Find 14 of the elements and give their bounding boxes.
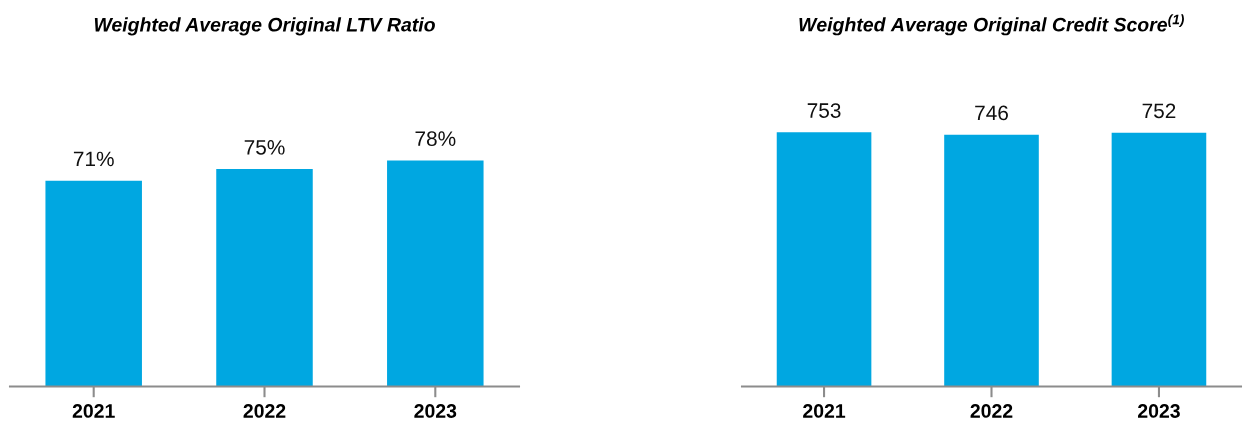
data-label: 746 [975, 105, 1008, 121]
chart-title: Weighted Average Original LTV Ratio [94, 17, 435, 36]
data-label: 752 [1142, 103, 1176, 119]
data-label: 753 [807, 103, 841, 118]
x-tick-label: 2022 [970, 404, 1013, 418]
x-tick-label: 2023 [414, 404, 457, 418]
x-tick-label: 2022 [243, 404, 286, 418]
data-label: 75% [244, 140, 285, 155]
x-tick-label: 2021 [803, 404, 846, 418]
data-label: 71% [73, 151, 114, 167]
x-tick-label: 2023 [1138, 404, 1180, 418]
x-tick-label: 2021 [72, 404, 115, 418]
data-label: 78% [415, 131, 456, 146]
chart-title: Weighted Average Original Credit Score$^{(1)}$ [799, 14, 1184, 36]
